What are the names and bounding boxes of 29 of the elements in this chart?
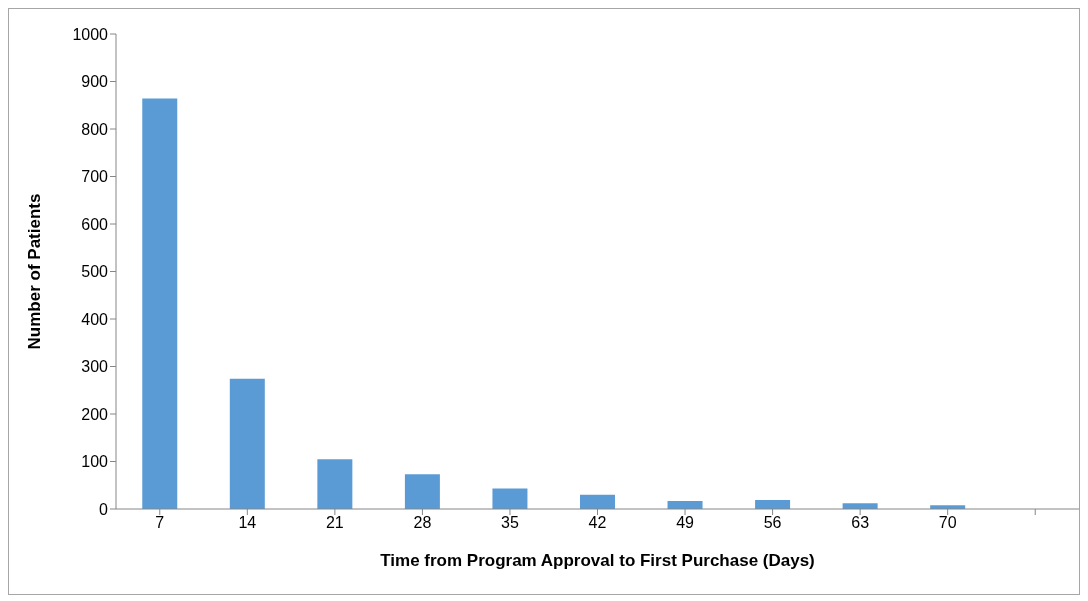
y-tick-label: 700 [81,168,109,186]
x-tick-label: 28 [413,514,432,532]
y-tick-label: 200 [81,405,109,423]
x-tick-label: 70 [938,514,957,532]
y-tick-label: 300 [81,358,109,376]
y-tick-label: 0 [99,500,109,518]
x-tick-label: 21 [325,514,344,532]
bar [229,378,265,509]
x-tick-label: 49 [676,514,695,532]
bar [579,494,615,509]
x-tick-label: 42 [588,514,607,532]
x-tick-label: 56 [763,514,782,532]
bar [404,474,440,509]
y-tick-label: 100 [81,453,109,471]
x-axis-title: Time from Program Approval to First Purchase (Days) [380,551,815,570]
y-tick-label: 400 [81,310,109,328]
y-tick-label: 500 [81,263,109,281]
bar [142,98,178,509]
bar [317,459,353,509]
x-tick-label: 35 [501,514,519,532]
y-tick-label: 900 [81,73,109,91]
x-tick-label: 7 [155,514,165,532]
x-tick-label: 14 [238,514,257,532]
y-tick-label: 600 [81,215,109,233]
bar [492,488,528,509]
y-tick-label: 800 [81,120,109,138]
x-tick-label: 63 [851,514,870,532]
y-axis-title: Number of Patients [25,193,45,350]
y-tick-label: 1000 [72,25,109,43]
